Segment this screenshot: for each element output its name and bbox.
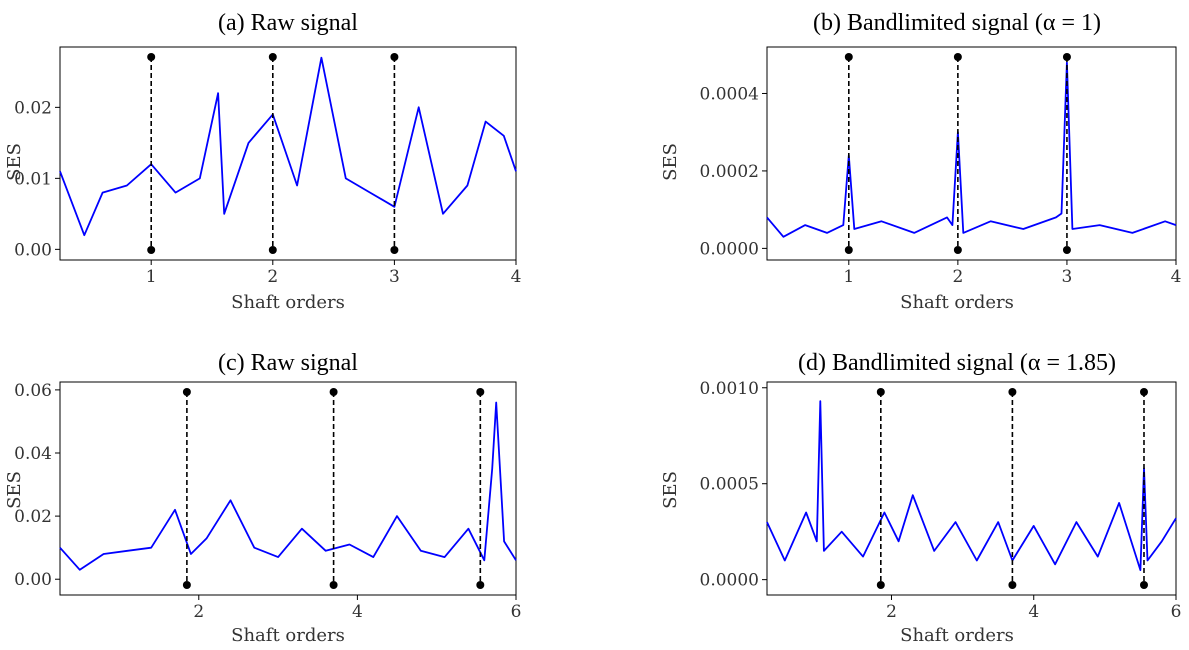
panel-c-xtick-label: 4 xyxy=(352,602,363,622)
panel-d-ytick-label: 0.0005 xyxy=(700,475,759,495)
panel-a-ylabel: SES xyxy=(4,143,25,181)
panel-c-series-line xyxy=(59,401,517,571)
panel-a-xtick-label: 3 xyxy=(389,267,400,287)
panel-c-ytick-label: 0.06 xyxy=(14,381,52,401)
panel-d-ytick-label: 0.0010 xyxy=(700,379,759,399)
panel-d-title: (d) Bandlimited signal (α = 1.85) xyxy=(798,350,1116,376)
panel-c-marker-dot-top xyxy=(329,388,338,396)
panel-d-marker-dot-top xyxy=(1008,388,1017,396)
panel-d-ytick-label: 0.0000 xyxy=(700,571,759,591)
panel-c-plot: 2 4 6 0.00 0.02 0.04 0.06 xyxy=(14,381,521,622)
panel-a-plot: 1 2 3 4 0.00 0.01 0.02 xyxy=(14,46,522,287)
panel-a-xlabel: Shaft orders xyxy=(231,292,345,313)
panel-c-ytick-label: 0.02 xyxy=(14,507,52,527)
panel-a-marker-dot-top xyxy=(390,53,399,61)
panel-d-marker-dot-bottom xyxy=(876,581,885,589)
panel-a-xtick-label: 1 xyxy=(146,267,157,287)
panel-c-ytick-label: 0.04 xyxy=(14,444,52,464)
panel-a-xtick-label: 2 xyxy=(267,267,278,287)
panel-c-ytick-label: 0.00 xyxy=(14,570,52,590)
panel-c-marker-dot-bottom xyxy=(329,581,338,589)
panel-d-xtick-label: 6 xyxy=(1171,602,1182,622)
panel-a-marker-dot-bottom xyxy=(268,246,277,254)
panel-d-marker-dot-bottom xyxy=(1008,581,1017,589)
panel-a-marker-dot-top xyxy=(147,53,156,61)
panel-c-marker-dot-top xyxy=(182,388,191,396)
panel-b-marker-dot-bottom xyxy=(844,246,853,254)
panel-d-marker-dot-top xyxy=(1139,388,1148,396)
panel-d-xtick-label: 2 xyxy=(886,602,897,622)
panel-d: (d) Bandlimited signal (α = 1.85) SES Sh… xyxy=(660,350,1181,646)
panel-a-title: (a) Raw signal xyxy=(218,10,358,36)
panel-b-marker-dot-top xyxy=(1062,53,1071,61)
panel-d-frame xyxy=(766,381,1177,596)
panel-b-xtick-label: 1 xyxy=(843,267,854,287)
panel-b-ytick-label: 0.0000 xyxy=(700,239,759,259)
panel-b-xtick-label: 3 xyxy=(1062,267,1073,287)
panel-b-marker-dot-bottom xyxy=(953,246,962,254)
panel-b-xtick-label: 4 xyxy=(1171,267,1182,287)
panel-a-marker-dot-bottom xyxy=(390,246,399,254)
panel-d-plot: 2 4 6 0.0000 0.0005 0.0010 xyxy=(700,379,1182,622)
panel-d-series-line xyxy=(766,400,1177,571)
panel-b-marker-dot-top xyxy=(844,53,853,61)
panel-b-title: (b) Bandlimited signal (α = 1) xyxy=(813,10,1101,36)
panel-b-ylabel: SES xyxy=(660,143,681,181)
panel-c-marker-dot-bottom xyxy=(182,581,191,589)
panel-b-frame xyxy=(766,46,1177,261)
panel-b-series-line xyxy=(766,61,1177,238)
panel-b-plot: 1 2 3 4 0.0000 0.0002 0.0004 xyxy=(700,46,1182,287)
panel-a-ytick-label: 0.02 xyxy=(14,98,52,118)
panel-c-ylabel: SES xyxy=(4,471,25,509)
panel-c-marker-dot-top xyxy=(476,388,485,396)
panel-d-xlabel: Shaft orders xyxy=(900,625,1014,646)
panel-c-title: (c) Raw signal xyxy=(218,350,358,376)
panel-c: (c) Raw signal SES Shaft orders 2 4 6 0.00 0… xyxy=(4,350,521,646)
panel-a-ytick-label: 0.00 xyxy=(14,240,52,260)
panel-a-frame xyxy=(59,46,517,261)
panel-d-ylabel: SES xyxy=(660,471,681,509)
panel-d-xtick-label: 4 xyxy=(1028,602,1039,622)
panel-a-marker-dot-top xyxy=(268,53,277,61)
panel-d-marker-dot-bottom xyxy=(1139,581,1148,589)
panel-b-ytick-label: 0.0002 xyxy=(700,162,759,182)
panel-a-marker-dot-bottom xyxy=(147,246,156,254)
panel-a-xtick-label: 4 xyxy=(511,267,522,287)
panel-b-xlabel: Shaft orders xyxy=(900,292,1014,313)
panel-a-series-line xyxy=(59,56,517,237)
panel-a-ytick-label: 0.01 xyxy=(14,169,52,189)
panel-b-xtick-label: 2 xyxy=(952,267,963,287)
panel-b: (b) Bandlimited signal (α = 1) SES Shaft… xyxy=(660,10,1181,313)
panel-c-xlabel: Shaft orders xyxy=(231,625,345,646)
panel-c-frame xyxy=(59,381,517,596)
panel-b-ytick-label: 0.0004 xyxy=(700,84,759,104)
panel-c-xtick-label: 6 xyxy=(511,602,522,622)
panel-c-marker-dot-bottom xyxy=(476,581,485,589)
panel-b-marker-dot-bottom xyxy=(1062,246,1071,254)
panel-a: (a) Raw signal SES Shaft orders 1 2 3 4 0.00… xyxy=(4,10,521,313)
panel-c-xtick-label: 2 xyxy=(193,602,204,622)
panel-b-marker-dot-top xyxy=(953,53,962,61)
panel-d-marker-dot-top xyxy=(876,388,885,396)
